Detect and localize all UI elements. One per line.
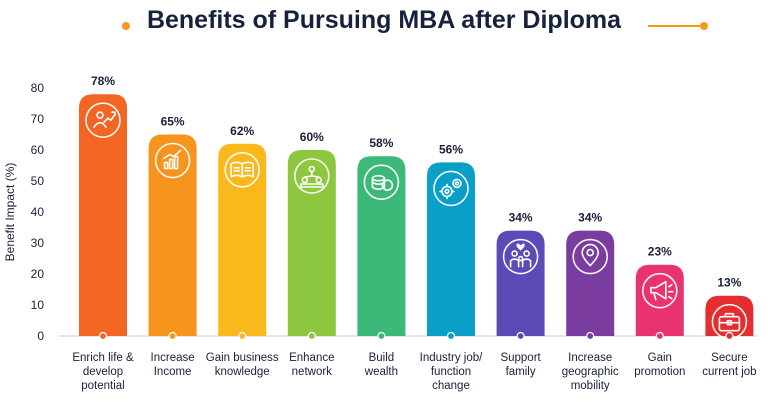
bar-base-dot-10 bbox=[725, 331, 734, 341]
bar-5 bbox=[357, 156, 406, 336]
y-tick-label-50: 50 bbox=[31, 174, 45, 188]
y-tick-label-20: 20 bbox=[31, 267, 45, 281]
bar-base-dot-6 bbox=[446, 331, 456, 341]
bar-base-dot-4 bbox=[307, 331, 316, 341]
x-tick-label-6: Industry job/function change bbox=[420, 352, 483, 392]
bar-base-dot-9 bbox=[655, 331, 664, 341]
x-tick-label-7: Support family bbox=[500, 352, 541, 378]
network-icon bbox=[293, 158, 330, 194]
title-decoration-dot-left bbox=[122, 22, 130, 30]
y-tick-label-70: 70 bbox=[31, 112, 45, 126]
bar-value-label-9: 23% bbox=[648, 245, 672, 259]
bar-value-label-6: 56% bbox=[439, 142, 463, 156]
chart-title: Benefits of Pursuing MBA after Diploma bbox=[146, 6, 622, 34]
open-book-icon bbox=[224, 152, 260, 188]
bar-9 bbox=[635, 264, 684, 336]
bar-base-dot-8 bbox=[586, 331, 595, 341]
title-decoration-dot-right bbox=[700, 22, 708, 30]
x-tick-label-4: Enhance network bbox=[289, 352, 334, 378]
family-icon bbox=[502, 238, 539, 275]
x-tick-label-1: Enrich life & develop potential bbox=[72, 352, 134, 392]
bar-3 bbox=[218, 143, 267, 336]
x-tick-label-9: Gain promotion bbox=[634, 352, 685, 378]
x-tick-label-5: Build wealth bbox=[364, 352, 398, 378]
bar-base-dot-1 bbox=[98, 331, 108, 341]
y-tick-label-30: 30 bbox=[31, 236, 45, 250]
bar-value-label-2: 65% bbox=[161, 115, 185, 129]
y-tick-label-10: 10 bbox=[31, 298, 45, 312]
y-axis-label: Benefit Impact (%) bbox=[3, 163, 17, 262]
x-tick-label-3: Gain business knowledge bbox=[206, 352, 279, 378]
location-pin-icon bbox=[572, 238, 609, 275]
x-tick-label-8: Increase geographic mobility bbox=[562, 352, 619, 392]
bar-value-label-3: 62% bbox=[230, 124, 254, 138]
bar-10 bbox=[705, 295, 754, 336]
y-tick-label-40: 40 bbox=[31, 205, 45, 219]
x-tick-label-2: Increase Income bbox=[151, 352, 195, 378]
bar-value-label-7: 34% bbox=[509, 211, 533, 225]
bar-value-label-10: 13% bbox=[717, 276, 741, 290]
bar-1 bbox=[79, 94, 127, 336]
bar-4 bbox=[287, 150, 336, 336]
bar-value-label-4: 60% bbox=[300, 130, 324, 144]
bar-7 bbox=[496, 230, 545, 336]
megaphone-icon bbox=[641, 272, 678, 309]
y-tick-label-0: 0 bbox=[37, 329, 44, 343]
rising-chart-icon bbox=[154, 142, 191, 179]
bar-base-dot-7 bbox=[516, 331, 525, 341]
bar-value-label-5: 58% bbox=[369, 136, 393, 150]
bar-value-label-8: 34% bbox=[578, 211, 602, 225]
y-tick-label-80: 80 bbox=[31, 81, 45, 95]
bar-2 bbox=[148, 134, 197, 336]
coins-icon bbox=[363, 164, 400, 200]
x-tick-label-10: Secure current job bbox=[702, 352, 756, 378]
gears-icon bbox=[433, 170, 469, 207]
bar-base-dot-5 bbox=[377, 331, 386, 341]
title-decoration-line-right bbox=[648, 25, 700, 27]
bar-value-label-1: 78% bbox=[91, 74, 115, 88]
person-growth-icon bbox=[85, 102, 121, 138]
bar-6 bbox=[427, 162, 475, 336]
bar-base-dot-2 bbox=[168, 331, 177, 341]
y-tick-label-60: 60 bbox=[31, 143, 45, 157]
bar-8 bbox=[566, 230, 615, 336]
bar-base-dot-3 bbox=[238, 331, 247, 341]
